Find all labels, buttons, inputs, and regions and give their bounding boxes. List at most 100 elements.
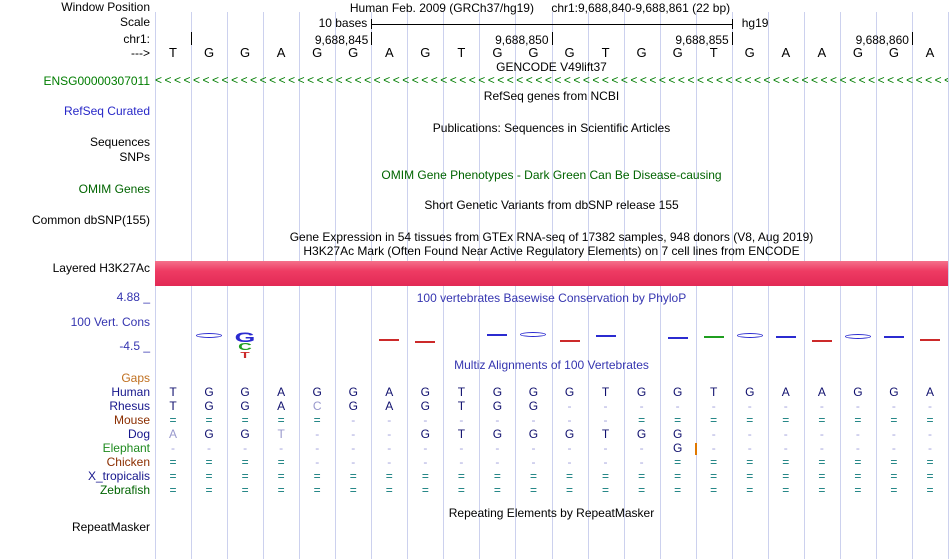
alignment-cell: = [385,469,393,483]
alignment-cell: A [385,385,394,399]
base-letter: A [276,45,286,60]
logo-letter: G [234,329,256,345]
alignment-cell: = [818,469,826,483]
alignment-cell: G [889,385,899,399]
ruler-coordinate[interactable]: 9,688,845 [314,33,369,47]
alignment-cell: - [891,399,896,413]
sequences-track-label[interactable]: Sequences [89,135,150,149]
base-letter: G [420,45,431,60]
alignment-cell: - [927,399,932,413]
refseq-track-label[interactable]: RefSeq Curated [63,104,150,118]
conservation-min-label: -4.5 _ [119,339,150,353]
alignment-cell: - [747,399,752,413]
alignment-cell: G [528,427,539,441]
alignment-cell: = [277,413,285,427]
alignment-cell: G [672,427,683,441]
alignment-cell: - [495,441,500,455]
conservation-mark [811,340,832,342]
alignment-cell: = [169,469,177,483]
alignment-cell: = [277,483,285,497]
alignment-cell: = [674,413,682,427]
alignment-cell: T [277,427,285,441]
alignment-cell: T [169,385,177,399]
alignment-cell: = [493,483,501,497]
alignment-cell: - [459,441,464,455]
alignment-cell: G [636,427,647,441]
alignment-cell: G [528,399,539,413]
assembly-title-line: Human Feb. 2009 (GRCh37/hg19) chr1:9,688… [130,1,950,15]
dbsnp-track-label[interactable]: Common dbSNP(155) [31,213,150,227]
gencode-track-title: GENCODE V49lift37 [496,60,607,74]
alignment-cell: T [457,385,466,399]
alignment-cell: - [603,441,608,455]
chrom-label: chr1: [123,32,150,46]
alignment-cell: - [711,427,716,441]
h3k27ac-track-label[interactable]: Layered H3K27Ac [52,261,150,275]
alignment-cell: G [492,427,503,441]
ruler-coordinate[interactable]: 9,688,860 [855,33,909,47]
alignment-cell: G [204,427,214,441]
conservation-track-label[interactable]: 100 Vert. Cons [70,315,150,329]
alignment-cell: = [926,469,934,483]
alignment-cell: = [782,413,790,427]
alignment-cell: = [566,483,574,497]
conservation-mark [487,334,508,336]
alignment-cell: = [926,455,934,469]
species-label-chicken[interactable]: Chicken [106,455,150,469]
alignment-cell: = [277,455,285,469]
alignment-cell: - [711,441,716,455]
repeatmasker-track-label[interactable]: RepeatMasker [71,520,150,534]
snps-track-label[interactable]: SNPs [119,150,150,164]
gene-strand-arrows[interactable]: <<<<<<<<<<<<<<<<<<<<<<<<<<<<<<<<<<<<<<<<… [155,74,948,87]
multiz-track-title: Multiz Alignments of 100 Vertebrates [454,358,649,372]
alignment-cell: = [926,413,934,427]
species-label-dog[interactable]: Dog [127,427,150,441]
alignment-cell: = [782,455,790,469]
alignment-cell: - [819,399,824,413]
alignment-cell: - [495,413,500,427]
conservation-mark [595,335,616,337]
species-label-x-tropicalis[interactable]: X_tropicalis [87,469,150,483]
assembly-name: hg19 [741,16,769,30]
base-letter: A [384,45,394,60]
species-label-human[interactable]: Human [111,385,150,399]
alignment-cell: = [674,455,682,469]
alignment-cell: - [639,441,644,455]
alignment-cell: G [348,385,358,399]
base-letter: G [240,45,251,60]
gaps-track-label[interactable]: Gaps [121,371,150,385]
alignment-cell: T [710,385,718,399]
alignment-cell: G [240,427,250,441]
alignment-cell: G [240,385,250,399]
alignment-cell: = [313,483,321,497]
species-label-zebrafish[interactable]: Zebrafish [99,483,150,497]
alignment-cell: - [459,455,464,469]
alignment-cell: = [710,413,718,427]
alignment-cell: = [493,469,501,483]
alignment-cell: - [243,441,248,455]
h3k27ac-signal-bar[interactable] [155,261,948,286]
alignment-cell: = [890,483,898,497]
alignment-cell: = [566,469,574,483]
alignment-cell: - [855,441,860,455]
omim-track-label[interactable]: OMIM Genes [78,182,150,196]
alignment-cell: G [672,385,683,399]
species-label-elephant[interactable]: Elephant [102,441,150,455]
conservation-track-title: 100 vertebrates Basewise Conservation by… [416,291,687,305]
alignment-cell: - [387,441,392,455]
alignment-cell: - [747,441,752,455]
alignment-cell: = [854,483,862,497]
gene-label[interactable]: ENSG00000307011 [43,74,150,88]
alignment-cell: = [854,413,862,427]
species-label-mouse[interactable]: Mouse [113,413,150,427]
species-label-rhesus[interactable]: Rhesus [109,399,150,413]
alignment-cell: T [601,385,610,399]
alignment-cell: = [818,413,826,427]
ruler-coordinate[interactable]: 9,688,855 [675,33,729,47]
alignment-cell: - [747,427,752,441]
alignment-cell: - [567,441,572,455]
ruler-coordinate[interactable]: 9,688,850 [495,33,549,47]
alignment-cell: = [890,413,898,427]
alignment-cell: = [638,483,646,497]
